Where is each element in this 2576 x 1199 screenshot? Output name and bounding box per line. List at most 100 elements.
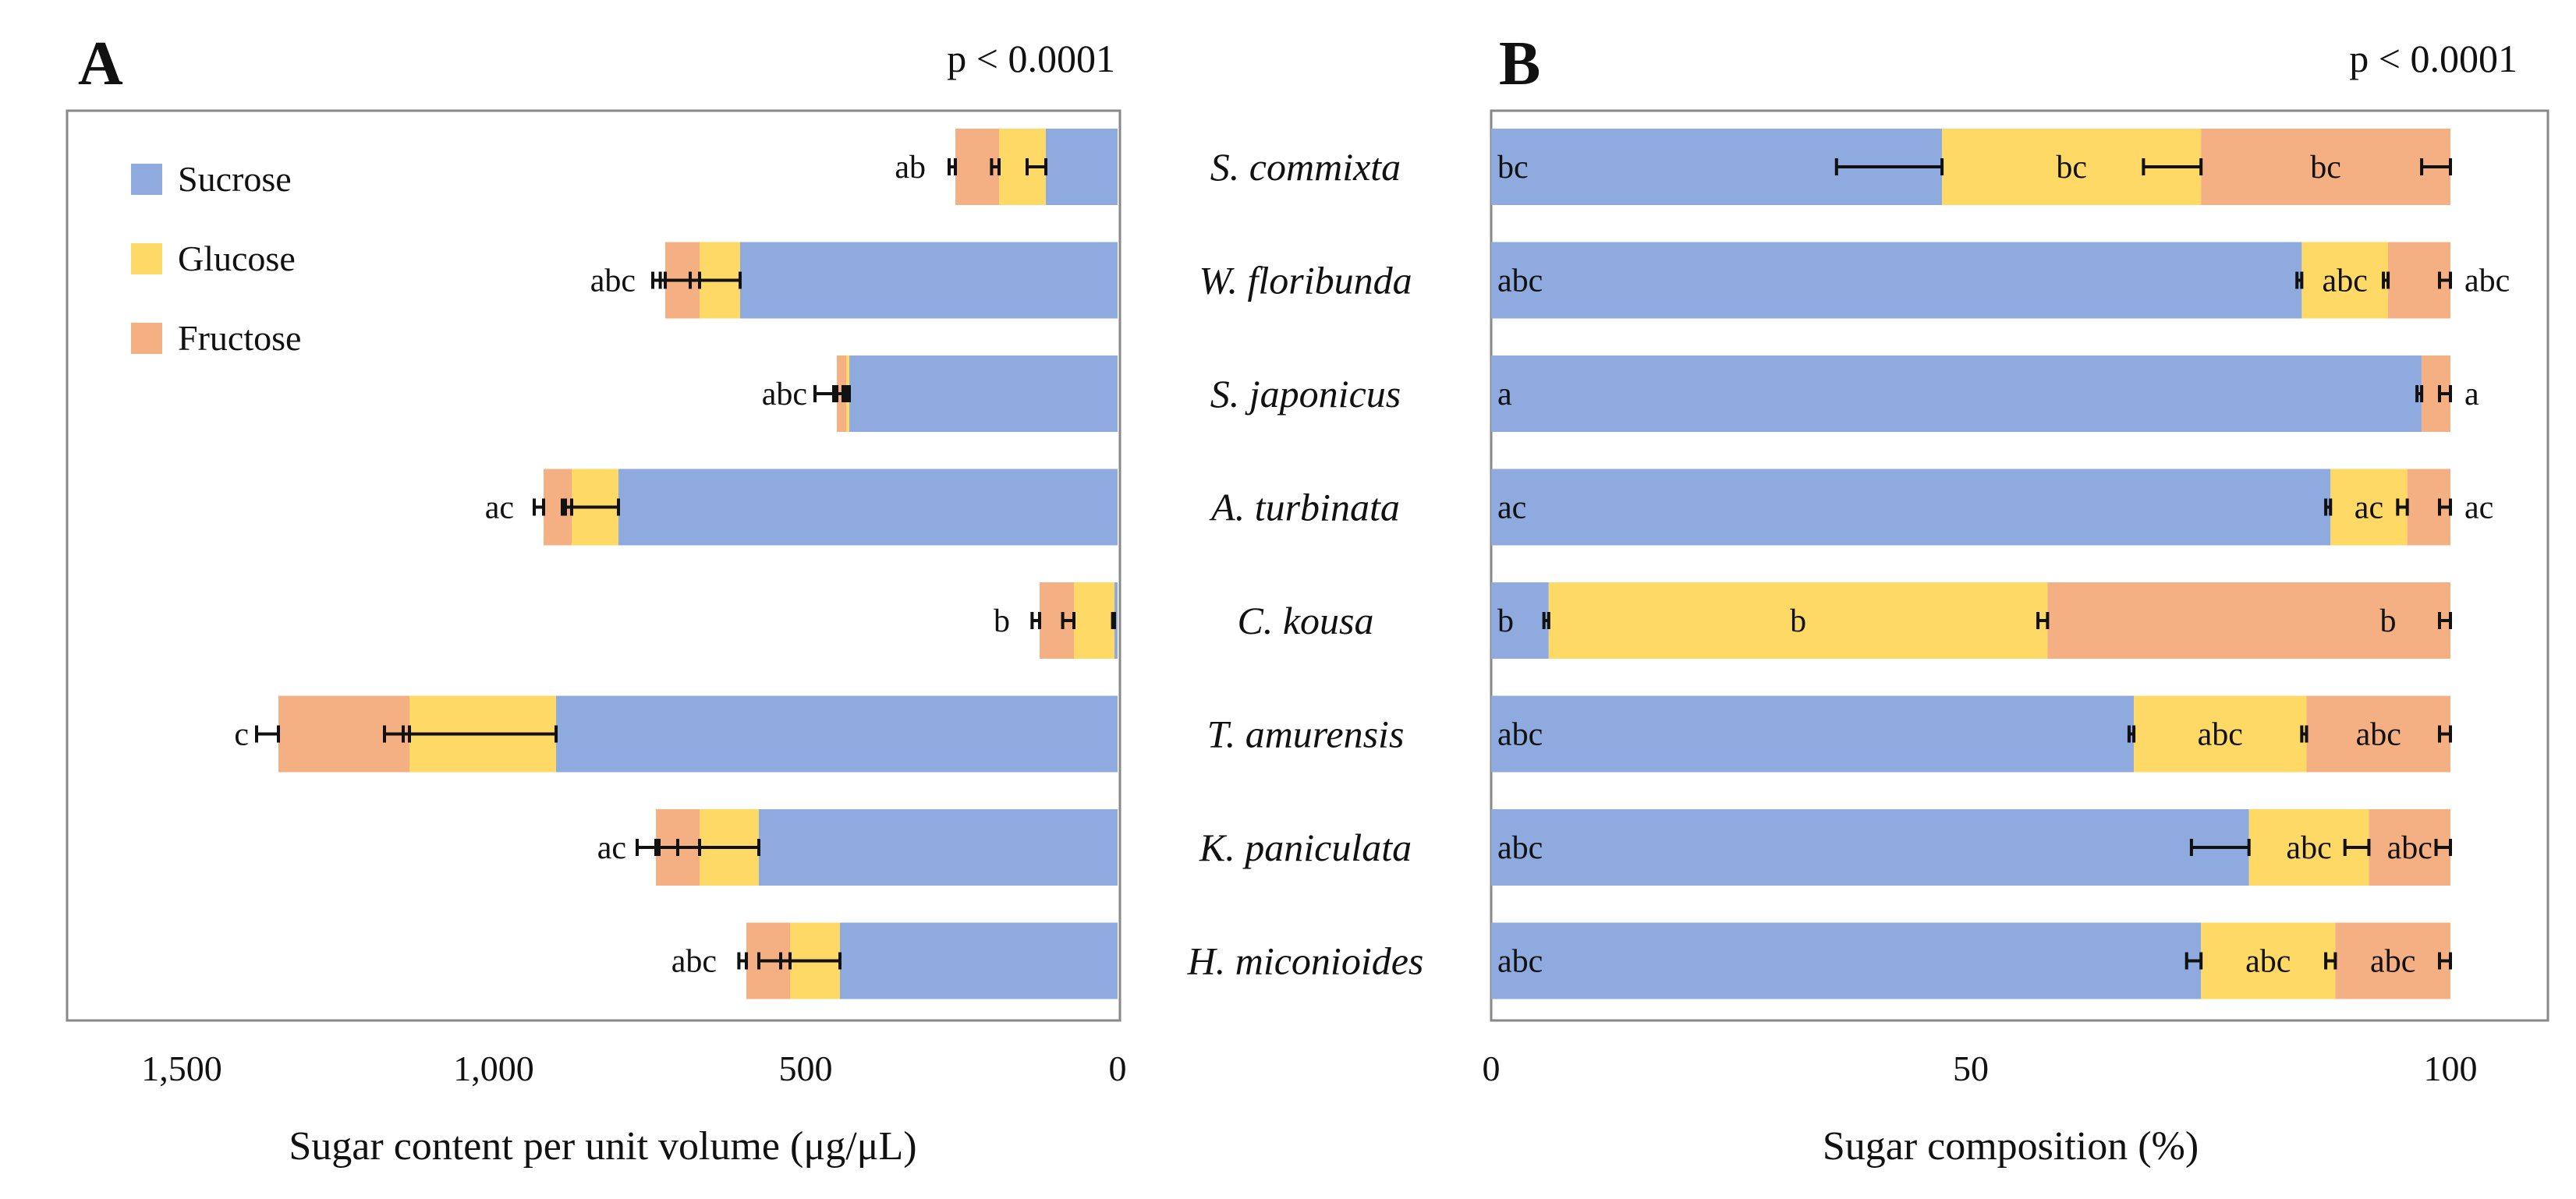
segment-letter-b-sucrose-t-amurensis: abc: [1497, 717, 1543, 753]
species-label-h-miconioides: H. miconioides: [1187, 939, 1424, 983]
panel-b-letter: B: [1499, 30, 1540, 98]
error-bar-b-fructose-a-turbinata: [2438, 498, 2452, 516]
error-bar-b-sucrose-s-commixta: [1834, 158, 1944, 175]
tick-b-50: 50: [1953, 1049, 1989, 1088]
bar-a-sucrose-w-floribunda: [740, 242, 1118, 319]
group-letter-a-c-kousa: b: [994, 603, 1010, 639]
bar-a-sucrose-s-commixta: [1046, 129, 1118, 205]
segment-letter-b-glucose-c-kousa: b: [1790, 603, 1806, 639]
group-letter-a-s-commixta: ab: [895, 150, 926, 186]
tick-b-100: 100: [2424, 1049, 2478, 1088]
error-bar-a-sucrose-s-commixta: [1026, 158, 1047, 175]
error-bar-b-sucrose-a-turbinata: [2324, 498, 2333, 516]
segment-letter-b-glucose-a-turbinata: ac: [2355, 490, 2383, 526]
segment-letter-b-sucrose-w-floribunda: abc: [1497, 263, 1543, 299]
error-bar-b-sucrose-k-paniculata: [2189, 839, 2251, 856]
panel-b-x-ticks: 0 50 100: [1483, 1049, 2478, 1088]
segment-letter-b-glucose-k-paniculata: abc: [2286, 830, 2331, 866]
error-bar-b-glucose-a-turbinata: [2396, 498, 2409, 516]
error-bar-b-glucose-w-floribunda: [2382, 271, 2390, 289]
tick-a-0: 0: [1109, 1049, 1127, 1088]
panel-b-plot-frame: [1490, 109, 2549, 1022]
group-letter-a-h-miconioides: abc: [671, 944, 717, 980]
bar-a-sucrose-t-amurensis: [556, 695, 1118, 773]
bar-b-glucose-a-turbinata: [2330, 469, 2408, 546]
error-bar-a-sucrose-h-miconioides: [757, 952, 842, 970]
panel-a-bars: ab abc abc ac b c ac abc: [234, 129, 1118, 999]
panel-b-p-value: p < 0.0001: [2349, 37, 2518, 80]
species-labels: S. commixta W. floribunda S. japonicus A. t…: [1187, 145, 1424, 983]
bar-a-sucrose-s-japonicus: [849, 355, 1118, 432]
species-label-s-commixta: S. commixta: [1210, 145, 1401, 189]
bar-b-sucrose-k-paniculata: [1491, 809, 2249, 886]
error-bar-b-fructose-t-amurensis: [2438, 725, 2452, 743]
error-bar-b-fructose-s-japonicus: [2438, 385, 2452, 402]
bar-b-fructose-t-amurensis: [2306, 695, 2450, 773]
segment-letter-b-fructose-h-miconioides: abc: [2370, 944, 2415, 980]
group-letter-a-t-amurensis: c: [234, 717, 249, 753]
species-label-w-floribunda: W. floribunda: [1199, 259, 1412, 302]
segment-letter-b-sucrose-a-turbinata: ac: [1497, 490, 1526, 526]
segment-letter-b-fructose-a-turbinata: ac: [2464, 490, 2493, 526]
legend-label-sucrose: Sucrose: [178, 159, 292, 199]
error-bar-a-fructose-s-japonicus: [832, 385, 838, 402]
error-bar-a-fructose-w-floribunda: [658, 271, 667, 289]
panel-a-plot-frame: [66, 109, 1121, 1022]
error-bar-b-glucose-t-amurensis: [2300, 725, 2308, 743]
legend-label-glucose: Glucose: [178, 239, 296, 278]
segment-letter-b-fructose-s-japonicus: a: [2464, 377, 2479, 412]
error-bar-b-glucose-c-kousa: [2036, 612, 2050, 629]
segment-letter-b-sucrose-h-miconioides: abc: [1497, 944, 1543, 980]
error-bar-a-sucrose-k-paniculata: [657, 839, 760, 856]
legend-swatch-glucose: [131, 243, 162, 274]
tick-b-0: 0: [1483, 1049, 1501, 1088]
error-bar-b-fructose-c-kousa: [2438, 612, 2452, 629]
segment-letter-b-glucose-t-amurensis: abc: [2198, 717, 2243, 753]
bar-a-sucrose-h-miconioides: [840, 922, 1118, 999]
error-bar-b-glucose-k-paniculata: [2343, 839, 2371, 856]
error-bar-b-sucrose-w-floribunda: [2295, 271, 2304, 289]
error-bar-a-fructose-t-amurensis: [255, 725, 280, 743]
legend-swatch-fructose: [131, 323, 162, 354]
bar-b-glucose-w-floribunda: [2301, 242, 2389, 319]
error-bar-b-glucose-h-miconioides: [2324, 952, 2337, 970]
group-letter-a-k-paniculata: ac: [597, 830, 626, 866]
error-bar-b-sucrose-s-japonicus: [2415, 385, 2424, 402]
bar-b-sucrose-a-turbinata: [1491, 469, 2331, 546]
segment-letter-b-fructose-c-kousa: b: [2380, 603, 2397, 639]
tick-a-1500: 1,500: [141, 1049, 222, 1088]
error-bar-a-glucose-h-miconioides: [779, 952, 792, 970]
error-bar-b-fructose-s-commixta: [2420, 158, 2452, 175]
error-bar-a-fructose-c-kousa: [1030, 612, 1041, 629]
segment-letter-b-fructose-k-paniculata: abc: [2387, 830, 2432, 866]
segment-letter-b-glucose-s-commixta: bc: [2056, 150, 2087, 186]
error-bar-a-glucose-t-amurensis: [383, 725, 411, 743]
error-bar-a-fructose-h-miconioides: [737, 952, 748, 970]
segment-letter-b-sucrose-k-paniculata: abc: [1497, 830, 1543, 866]
legend-swatch-sucrose: [131, 164, 162, 195]
group-letter-a-s-japonicus: abc: [762, 377, 807, 412]
species-label-k-paniculata: K. paniculata: [1199, 826, 1412, 869]
panel-a-x-axis-title: Sugar content per unit volume (μg/μL): [289, 1124, 916, 1169]
bar-b-glucose-c-kousa: [1548, 582, 2048, 659]
segment-letter-b-fructose-w-floribunda: abc: [2464, 263, 2510, 299]
bar-b-fructose-c-kousa: [2047, 582, 2450, 659]
segment-letter-b-glucose-h-miconioides: abc: [2245, 944, 2291, 980]
error-bar-a-glucose-w-floribunda: [689, 271, 701, 289]
panel-a-legend: Sucrose Glucose Fructose: [131, 159, 301, 358]
segment-letter-b-sucrose-s-japonicus: a: [1497, 377, 1512, 412]
error-bar-b-fructose-h-miconioides: [2438, 952, 2452, 970]
panel-a: A p < 0.0001 ab abc abc ac b c ac abc Sucrose Gl…: [66, 30, 1127, 1169]
species-label-a-turbinata: A. turbinata: [1209, 486, 1400, 529]
error-bar-a-glucose-a-turbinata: [561, 498, 573, 516]
bar-b-sucrose-t-amurensis: [1491, 695, 2135, 773]
bar-b-glucose-h-miconioides: [2201, 922, 2336, 999]
bar-b-fructose-s-commixta: [2201, 129, 2450, 205]
panel-b-x-axis-title: Sugar composition (%): [1823, 1124, 2199, 1169]
error-bar-a-fructose-a-turbinata: [533, 498, 545, 516]
legend-label-fructose: Fructose: [178, 318, 301, 358]
error-bar-b-glucose-s-commixta: [2142, 158, 2203, 175]
group-letter-a-a-turbinata: ac: [485, 490, 514, 526]
group-letter-a-w-floribunda: abc: [590, 263, 636, 299]
